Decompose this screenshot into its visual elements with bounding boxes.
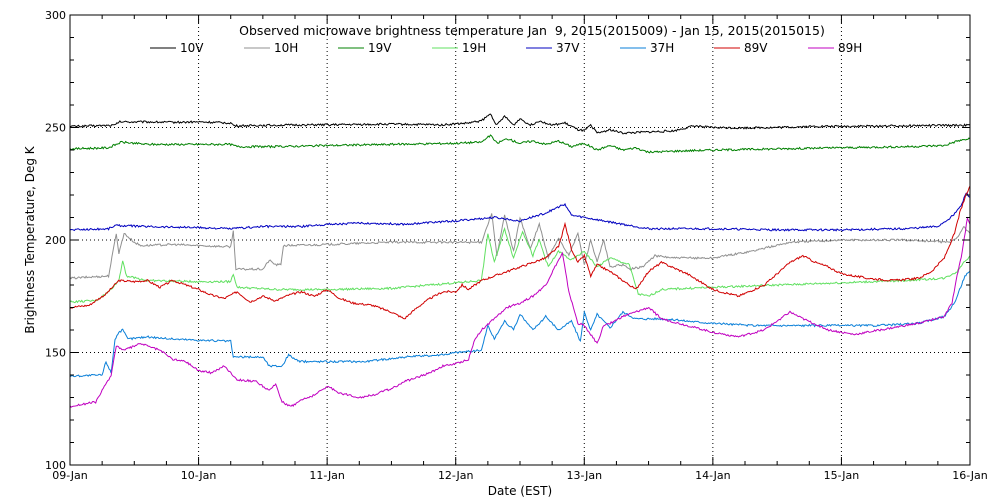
series-line-37h [69,271,971,378]
x-tick-label: 16-Jan [952,469,988,482]
y-tick-label: 300 [45,9,66,22]
legend-label-10h: 10H [274,41,298,55]
legend-label-89v: 89V [744,41,768,55]
legend: 10V 10H 19V 19H 37V 37H 89V 89H [150,41,862,55]
x-axis-title: Date (EST) [488,484,552,498]
y-axis-title: Brightness Temperature, Deg K [23,145,37,333]
series-line-19h [69,226,971,304]
legend-label-37v: 37V [556,41,580,55]
y-tick-label: 100 [45,459,66,472]
y-tick-label: 150 [45,347,66,360]
series-line-10v [69,113,971,135]
series-line-37v [69,192,971,232]
x-tick-label: 11-Jan [309,469,345,482]
legend-label-37h: 37H [650,41,674,55]
legend-label-19v: 19V [368,41,392,55]
x-tick-label: 15-Jan [824,469,860,482]
series-line-19v [69,134,971,154]
x-tick-label: 09-Jan [52,469,88,482]
y-axis: 100 150 200 250 300 [45,9,970,472]
y-tick-label: 200 [45,234,66,247]
legend-label-10v: 10V [180,41,204,55]
x-axis: 09-Jan 10-Jan 11-Jan 12-Jan 13-Jan 14-Jan 15-J… [52,15,988,482]
legend-label-19h: 19H [462,41,486,55]
chart-title: Observed microwave brightness temperatur… [239,23,825,38]
series-lines [69,113,971,408]
legend-label-89h: 89H [838,41,862,55]
y-tick-label: 250 [45,122,66,135]
x-tick-label: 12-Jan [438,469,474,482]
x-tick-label: 10-Jan [181,469,217,482]
series-line-89h [69,216,971,408]
series-line-89v [69,185,971,320]
x-tick-label: 14-Jan [695,469,731,482]
series-line-10h [69,213,971,280]
x-tick-label: 13-Jan [567,469,603,482]
